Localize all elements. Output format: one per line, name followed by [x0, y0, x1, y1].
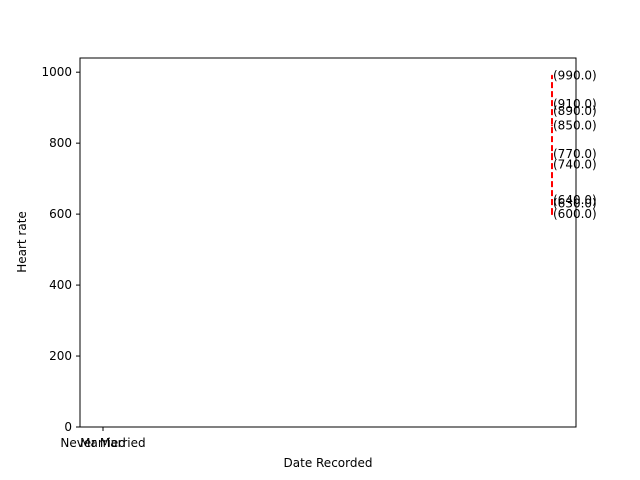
data-label: (890.0)	[553, 104, 597, 118]
y-axis-ticks: 0 200 400 600 800 1000	[41, 65, 80, 434]
y-tick-label: 0	[64, 420, 72, 434]
y-tick-label: 200	[49, 349, 72, 363]
y-tick-label: 1000	[41, 65, 72, 79]
data-label: (640.0)	[553, 193, 597, 207]
series-layer: (600.0)(630.0)(640.0) (740.0)(770.0) (850.…	[551, 69, 597, 221]
data-label: (740.0)	[553, 157, 597, 171]
data-label: (910.0)	[553, 97, 597, 111]
y-tick-label: 400	[49, 278, 72, 292]
x-tick-label: Never Married	[60, 436, 145, 450]
data-point	[551, 163, 553, 166]
data-label: (630.0)	[553, 196, 597, 210]
y-axis-label: Heart rate	[15, 211, 29, 273]
x-tick-label: Married	[80, 436, 126, 450]
data-point	[551, 124, 553, 127]
data-label: (850.0)	[553, 118, 597, 132]
y-tick-label: 800	[49, 136, 72, 150]
data-label: (990.0)	[553, 69, 597, 83]
data-point	[551, 74, 553, 77]
data-point	[551, 198, 553, 201]
data-point	[551, 152, 553, 155]
data-point	[551, 110, 553, 113]
data-label: (770.0)	[553, 147, 597, 161]
data-point	[551, 103, 553, 106]
data-point	[551, 213, 553, 216]
data-label: (600.0)	[553, 207, 597, 221]
x-axis-label: Date Recorded	[284, 456, 373, 470]
data-point	[551, 202, 553, 205]
plot-area	[79, 57, 577, 428]
y-tick-label: 600	[49, 207, 72, 221]
